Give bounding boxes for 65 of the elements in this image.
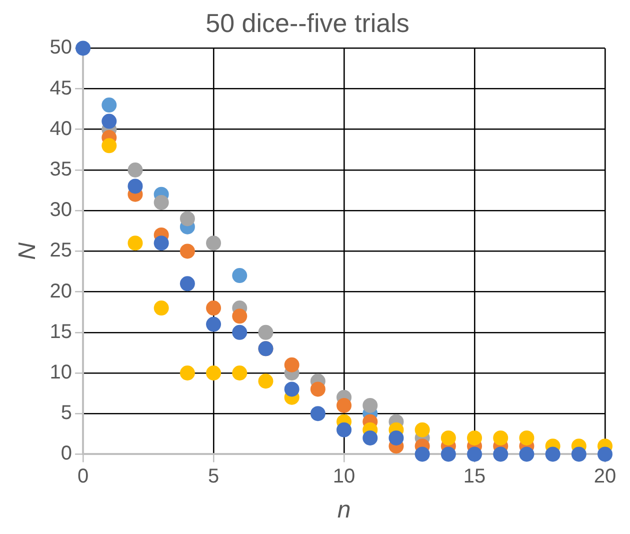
y-axis-title: N [14, 242, 42, 260]
x-tick-label: 0 [77, 466, 89, 488]
point [206, 316, 222, 332]
x-axis-title: n [337, 496, 351, 524]
point [128, 178, 143, 194]
point [388, 430, 404, 446]
y-tick-label: 45 [50, 77, 72, 100]
point [362, 430, 378, 446]
y-tick-label: 40 [50, 118, 72, 140]
point [180, 276, 195, 292]
y-tick-label: 15 [50, 320, 72, 343]
y-tick-label: 25 [50, 240, 72, 262]
point [206, 236, 222, 251]
point [493, 446, 508, 462]
y-tick-label: 35 [50, 158, 72, 181]
point [206, 366, 222, 380]
y-tick-label: 20 [50, 280, 72, 302]
point [414, 422, 430, 438]
point [154, 300, 169, 316]
y-tick-label: 0 [60, 442, 72, 465]
point [232, 366, 248, 380]
chart-title: 50 dice--five trials [206, 8, 410, 38]
y-tick-label: 5 [60, 402, 72, 424]
point [598, 446, 612, 462]
point [180, 211, 195, 226]
point [284, 357, 300, 372]
x-tick-label: 20 [594, 466, 616, 488]
point [545, 446, 560, 462]
point [440, 430, 456, 446]
point [232, 268, 248, 284]
point [154, 194, 169, 210]
point [102, 138, 117, 154]
point [206, 300, 222, 316]
point [180, 244, 195, 259]
y-tick-label: 10 [50, 362, 72, 384]
point [128, 162, 143, 178]
point [493, 430, 508, 446]
y-tick-label: 50 [50, 36, 72, 59]
point [336, 398, 352, 413]
point [519, 446, 534, 462]
point [180, 366, 195, 380]
point [414, 446, 430, 462]
point [310, 406, 326, 422]
point [102, 114, 117, 129]
point [440, 446, 456, 462]
point [102, 98, 117, 113]
point [232, 324, 248, 340]
point [76, 40, 91, 56]
point [467, 430, 482, 446]
point [519, 430, 534, 446]
point [232, 308, 248, 324]
x-tick-label: 10 [332, 466, 356, 488]
x-tick-label: 15 [463, 466, 486, 488]
point [362, 398, 378, 413]
point [336, 422, 352, 438]
point [310, 382, 326, 397]
point [571, 446, 586, 462]
point [284, 382, 300, 397]
point [467, 446, 482, 462]
y-tick-label: 30 [50, 199, 72, 222]
x-tick-label: 5 [208, 466, 220, 488]
point [154, 236, 169, 251]
point [258, 374, 274, 389]
point [258, 324, 274, 340]
point [128, 236, 143, 251]
